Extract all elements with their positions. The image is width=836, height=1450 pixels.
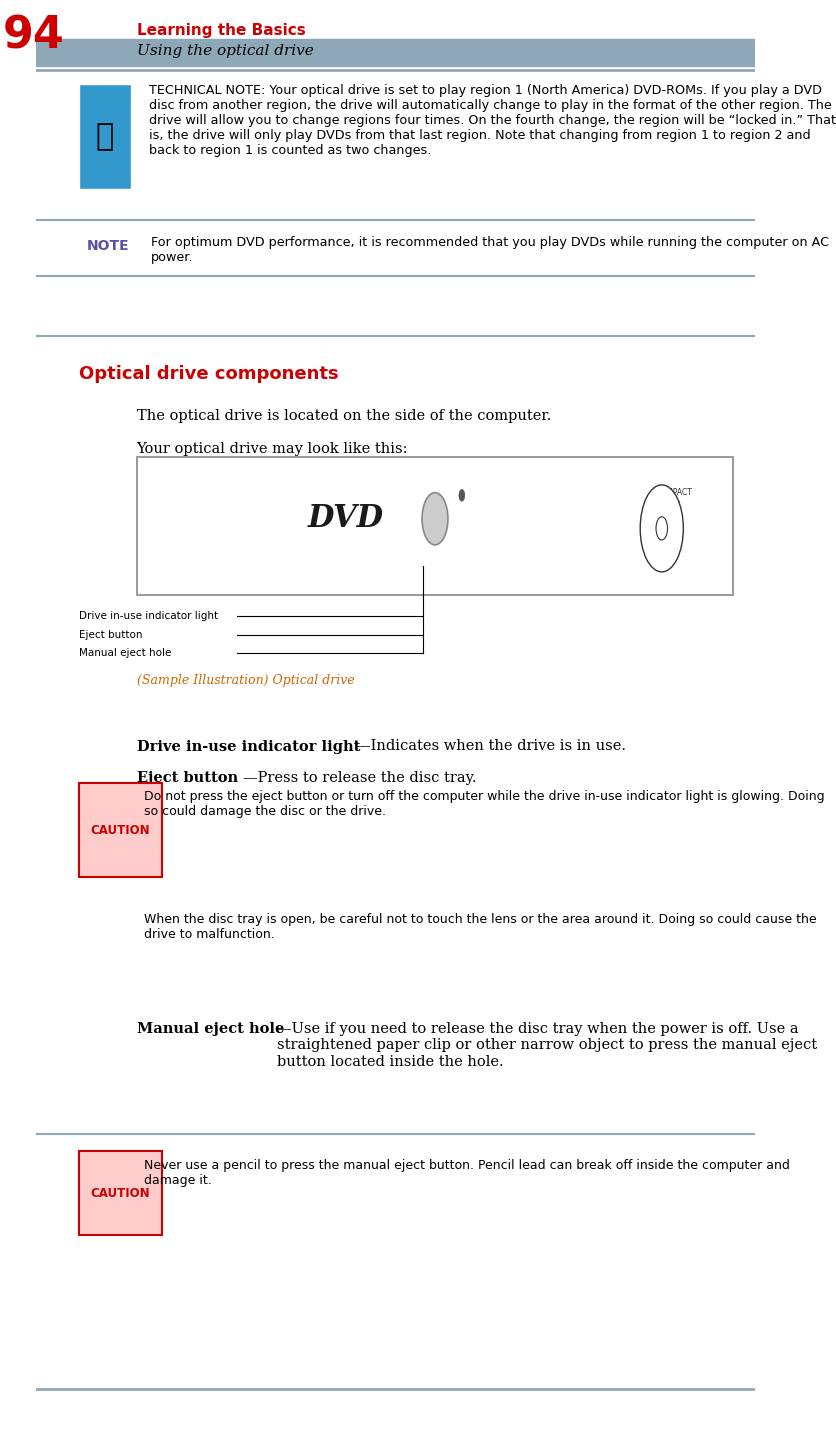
Text: When the disc tray is open, be careful not to touch the lens or the area around : When the disc tray is open, be careful n… <box>144 914 815 941</box>
Text: Never use a pencil to press the manual eject button. Pencil lead can break off i: Never use a pencil to press the manual e… <box>144 1159 788 1186</box>
Text: The optical drive is located on the side of the computer.: The optical drive is located on the side… <box>136 409 550 423</box>
Text: Eject button: Eject button <box>79 631 142 639</box>
Text: 94: 94 <box>3 14 64 58</box>
Text: Learning the Basics: Learning the Basics <box>136 23 305 38</box>
Text: TECHNICAL NOTE: Your optical drive is set to play region 1 (North America) DVD-R: TECHNICAL NOTE: Your optical drive is se… <box>149 84 835 157</box>
Text: Eject button: Eject button <box>136 771 237 786</box>
Text: For optimum DVD performance, it is recommended that you play DVDs while running : For optimum DVD performance, it is recom… <box>150 236 828 264</box>
Circle shape <box>421 493 447 545</box>
Bar <box>79 783 161 877</box>
Text: —Press to release the disc tray.: —Press to release the disc tray. <box>242 771 476 786</box>
Text: Do not press the eject button or turn off the computer while the drive in-use in: Do not press the eject button or turn of… <box>144 790 823 818</box>
Bar <box>136 457 732 594</box>
Text: Manual eject hole: Manual eject hole <box>79 648 171 657</box>
Text: (Sample Illustration) Optical drive: (Sample Illustration) Optical drive <box>136 674 354 687</box>
Text: CAUTION: CAUTION <box>90 824 150 837</box>
Text: Drive in-use indicator light
Eject button
Manual eject hole: Drive in-use indicator light Eject butto… <box>345 761 364 766</box>
Bar <box>36 39 754 65</box>
Text: Optical drive components: Optical drive components <box>79 365 339 383</box>
Circle shape <box>655 516 667 539</box>
Text: 🔧: 🔧 <box>95 122 114 151</box>
Text: Drive in-use indicator light: Drive in-use indicator light <box>79 612 218 621</box>
Text: DVD: DVD <box>307 503 383 534</box>
Text: Using the optical drive: Using the optical drive <box>136 44 313 58</box>
Bar <box>79 84 130 188</box>
Circle shape <box>640 484 682 571</box>
Text: COMPACT
disc: COMPACT disc <box>655 489 691 508</box>
Bar <box>79 1151 161 1235</box>
Text: Drive in-use indicator light: Drive in-use indicator light <box>136 740 359 754</box>
Text: CAUTION: CAUTION <box>90 1188 150 1199</box>
Text: NOTE: NOTE <box>86 239 129 254</box>
Text: —Use if you need to release the disc tray when the power is off. Use a straighte: —Use if you need to release the disc tra… <box>277 1022 816 1069</box>
Text: Your optical drive may look like this:: Your optical drive may look like this: <box>136 442 408 457</box>
Text: —Indicates when the drive is in use.: —Indicates when the drive is in use. <box>355 740 625 754</box>
Circle shape <box>458 490 464 502</box>
Text: Manual eject hole: Manual eject hole <box>136 1022 283 1037</box>
